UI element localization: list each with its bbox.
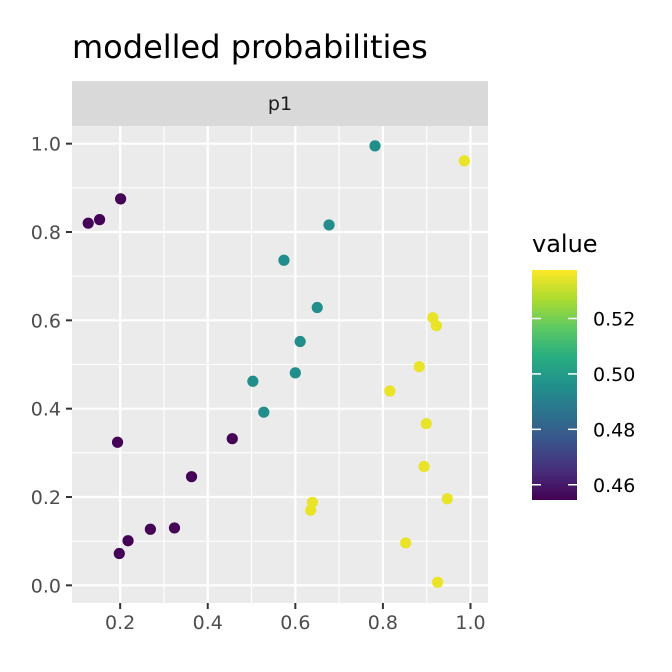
legend-tick-label: 0.50 (593, 364, 635, 386)
data-point (113, 547, 125, 560)
chart-title: modelled probabilities (72, 28, 428, 66)
data-point (305, 504, 317, 516)
data-point (111, 436, 124, 448)
legend-tick-label: 0.52 (593, 308, 635, 330)
legend-ticks: 0.46 0.48 0.50 0.52 (532, 308, 635, 497)
x-tick-label: 0.2 (105, 612, 135, 634)
data-point (122, 535, 134, 547)
data-point (369, 140, 381, 152)
y-tick-label: 0.8 (31, 222, 61, 244)
data-point (258, 406, 270, 418)
data-point (289, 367, 301, 379)
data-point (430, 320, 442, 332)
data-point (185, 471, 198, 483)
legend: value 0.46 0.48 0.50 0.52 (532, 230, 635, 500)
x-axis: 0.2 0.4 0.6 0.8 1.0 (105, 603, 486, 634)
data-point (441, 493, 453, 505)
data-point (247, 375, 259, 387)
data-point (278, 254, 290, 266)
data-point (323, 219, 335, 231)
y-tick-label: 0.4 (31, 399, 61, 421)
x-tick-label: 0.4 (193, 612, 223, 634)
y-tick-label: 0.6 (31, 310, 61, 332)
data-point (93, 214, 106, 226)
legend-tick-label: 0.48 (593, 419, 635, 441)
y-axis: 0.0 0.2 0.4 0.6 0.8 1.0 (31, 134, 72, 597)
data-point (420, 418, 432, 430)
data-point (226, 433, 238, 445)
x-tick-label: 1.0 (455, 612, 485, 634)
x-tick-label: 0.6 (280, 612, 310, 634)
facet-label: p1 (268, 93, 292, 115)
y-tick-label: 0.2 (31, 487, 61, 509)
data-points (82, 140, 470, 588)
data-point (458, 155, 470, 167)
data-point (311, 301, 323, 314)
data-point (413, 361, 425, 373)
data-point (384, 385, 396, 397)
facet-strip (72, 81, 488, 126)
legend-tick-label: 0.46 (593, 475, 635, 497)
data-point (144, 523, 156, 535)
data-point (432, 576, 444, 588)
data-point (400, 537, 412, 549)
data-point (115, 193, 127, 205)
legend-title: value (532, 230, 598, 258)
data-point (418, 460, 430, 473)
x-tick-label: 0.8 (368, 612, 398, 634)
colorbar (532, 270, 577, 500)
y-tick-label: 0.0 (31, 575, 61, 597)
data-point (294, 335, 306, 348)
grid-major (72, 126, 488, 603)
data-point (168, 522, 181, 534)
data-point (82, 217, 94, 229)
y-tick-label: 1.0 (31, 134, 61, 156)
